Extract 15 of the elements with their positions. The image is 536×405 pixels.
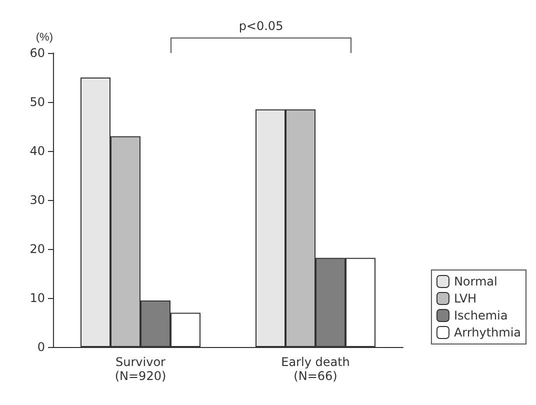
y-tick-label: 50: [30, 95, 45, 109]
x-tick-label: Survivor (N=920): [114, 355, 166, 383]
y-tick-label: 0: [37, 340, 45, 354]
legend-label: LVH: [454, 292, 477, 306]
text: p<0.05: [238, 19, 284, 33]
y-tick-label: 40: [30, 144, 45, 158]
x-tick-label: Early death (N=66): [281, 355, 350, 383]
y-tick-label: 10: [30, 291, 45, 305]
y-tick-label: 30: [30, 193, 45, 207]
legend-label: Ischemia: [454, 308, 508, 322]
legend-label: Normal: [454, 274, 498, 288]
legend-label: Arrhythmia: [454, 326, 522, 340]
y-axis-title: (%): [36, 32, 53, 44]
y-tick-label: 60: [30, 46, 45, 60]
y-tick-label: 20: [30, 242, 45, 256]
